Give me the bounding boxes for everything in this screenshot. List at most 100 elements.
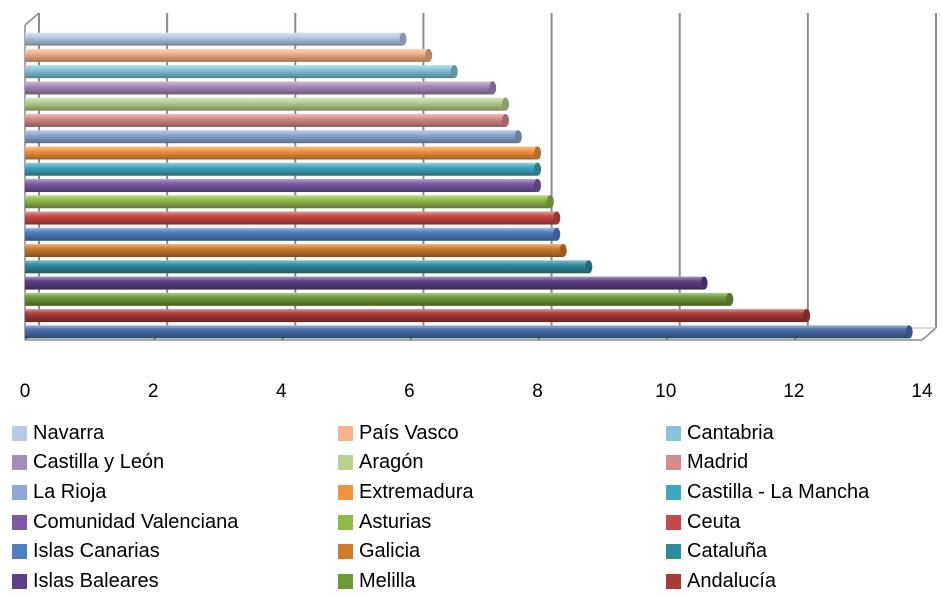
bar	[25, 81, 497, 95]
bar	[25, 48, 433, 62]
x-tick-label: 4	[276, 381, 287, 402]
bar	[25, 32, 407, 46]
legend-item: País Vasco	[338, 418, 459, 448]
legend-label: Castilla - La Mancha	[687, 480, 870, 503]
floor-tick	[921, 327, 937, 341]
legend-item: Madrid	[666, 448, 748, 478]
bar-cap	[450, 65, 458, 79]
legend-swatch	[338, 544, 353, 560]
legend-swatch	[338, 514, 353, 530]
bar	[25, 113, 510, 127]
bar	[25, 195, 554, 209]
bar-body	[25, 244, 564, 258]
legend-item: Islas Baleares	[12, 567, 159, 597]
legend-swatch	[12, 484, 27, 500]
legend-label: Melilla	[359, 570, 416, 592]
x-tick-label: 0	[20, 381, 31, 402]
legend-item: Ceuta	[666, 507, 740, 537]
bar	[25, 244, 567, 258]
bar	[25, 325, 913, 339]
legend-swatch	[12, 514, 27, 530]
bar-body	[25, 292, 730, 306]
legend-label: Ceuta	[687, 510, 741, 533]
legend-label: Asturias	[359, 510, 432, 533]
legend-swatch	[338, 574, 353, 589]
bar-body	[25, 195, 551, 209]
legend-item: Comunidad Valenciana	[12, 507, 238, 537]
bar	[25, 227, 561, 241]
bar-cap	[803, 309, 811, 323]
legend-label: Andalucía	[687, 570, 776, 592]
legend-label: Extremadura	[359, 480, 474, 503]
bar-cap	[534, 162, 542, 176]
bar-cap	[534, 179, 542, 192]
bar-cap	[425, 48, 433, 62]
bar-body	[25, 211, 557, 225]
legend-swatch	[666, 544, 681, 560]
bar-cap	[559, 244, 567, 258]
x-tick-label: 12	[783, 381, 804, 402]
bar-cap	[585, 260, 593, 274]
legend-swatch	[12, 544, 27, 560]
bar-cap	[399, 32, 407, 46]
x-tick-label: 14	[911, 381, 933, 402]
legend-swatch	[666, 514, 681, 530]
legend-swatch	[666, 484, 681, 500]
legend-label: Galicia	[359, 540, 421, 563]
bar-body	[25, 113, 506, 127]
bar-cap	[553, 227, 561, 241]
bar-body	[25, 81, 493, 95]
bar	[25, 276, 708, 290]
legend-item: Galicia	[338, 537, 420, 567]
legend-item: Aragón	[338, 448, 424, 478]
legend-swatch	[12, 574, 27, 589]
tick-labels: 0 2 4 6 8 10 12 14	[20, 381, 933, 402]
bar-cap	[534, 146, 542, 160]
bar-cap	[726, 292, 734, 306]
bar-body	[25, 32, 404, 46]
bar-cap	[905, 325, 913, 339]
bar-cap	[502, 97, 510, 111]
bar-cap	[502, 113, 510, 127]
legend-item: Cantabria	[666, 418, 774, 448]
bar	[25, 211, 561, 225]
bar	[25, 130, 522, 144]
legend-swatch	[12, 425, 27, 441]
legend-swatch	[12, 455, 27, 471]
legend-item: Extremadura	[338, 477, 474, 507]
legend-item: Navarra	[12, 418, 104, 448]
legend-swatch	[666, 574, 681, 589]
bar-body	[25, 227, 557, 241]
bar-cap	[553, 211, 561, 225]
legend-swatch	[338, 455, 353, 471]
legend-label: Aragón	[359, 451, 424, 474]
bar	[25, 97, 510, 111]
legend-label: Cantabria	[687, 421, 774, 444]
bar-body	[25, 97, 506, 111]
legend-label: Navarra	[33, 421, 105, 444]
legend-item: Melilla	[338, 567, 416, 597]
legend-label: Cataluña	[687, 540, 768, 563]
bar-chart: 0 2 4 6 8 10 12 14	[20, 12, 937, 402]
x-tick-label: 2	[148, 381, 159, 402]
legend-label: Islas Canarias	[33, 540, 160, 563]
bar-cap	[489, 81, 497, 95]
bar-body	[25, 260, 589, 274]
bar	[25, 309, 811, 323]
legend-item: Andalucía	[666, 567, 776, 597]
bar-body	[25, 325, 910, 339]
legend-label: Castilla y León	[33, 451, 165, 474]
legend-swatch	[338, 425, 353, 441]
bar	[25, 260, 593, 274]
bar	[25, 65, 458, 79]
legend-item: Cataluña	[666, 537, 767, 567]
bar-body	[25, 130, 519, 144]
legend-item: Castilla y León	[12, 448, 164, 478]
bar	[25, 162, 542, 176]
axis-layer	[24, 12, 937, 341]
bar-body	[25, 162, 538, 176]
bar-body	[25, 48, 429, 62]
legend-label: Islas Baleares	[33, 570, 159, 592]
legend-label: País Vasco	[359, 421, 459, 444]
x-tick-label: 8	[532, 381, 543, 402]
